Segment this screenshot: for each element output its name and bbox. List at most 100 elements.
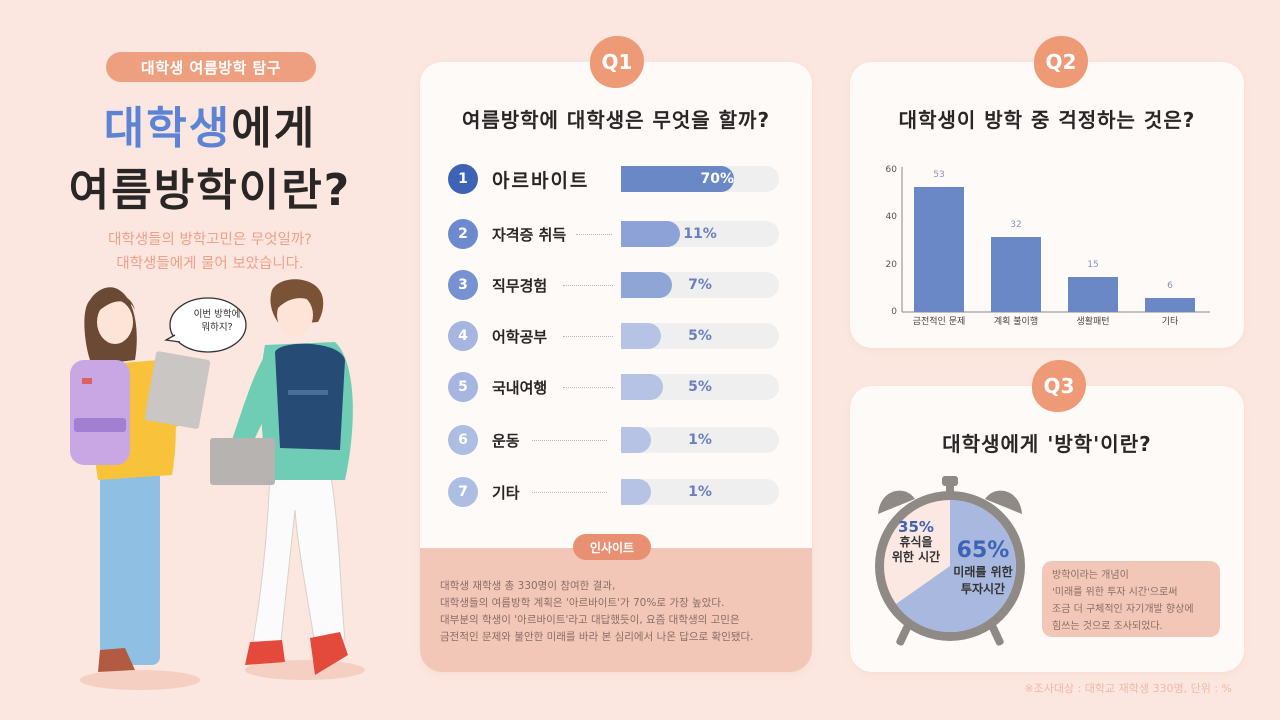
speech-line2: 뭐하지? (201, 322, 233, 333)
bar-other (1145, 298, 1195, 312)
future-line1: 미래를 위한 (953, 565, 1013, 579)
insight-line: 대학생들의 여름방학 계획은 '아르바이트'가 70%로 가장 높았다. (440, 597, 725, 609)
bar-fill (621, 427, 651, 453)
rank-label: 국내여행 (492, 379, 548, 397)
bar-value: 5% (688, 379, 712, 395)
q3-note: 방학이라는 개념이 '미래를 위한 투자 시간'으로써 조금 더 구체적인 자기… (1042, 561, 1220, 637)
page-title: 대학생에게 여름방학이란? (30, 98, 390, 222)
rank-label: 운동 (492, 432, 520, 450)
data-label: 32 (1010, 220, 1021, 230)
note-line: 방학이라는 개념이 (1052, 570, 1129, 581)
rank-row-6: 6 운동 1% (448, 425, 788, 455)
dotted-leader (532, 492, 607, 493)
bar-value: 7% (688, 277, 712, 293)
future-slice-label: 65% 미래를 위한 투자시간 (944, 538, 1022, 598)
rest-line1: 휴식을 (899, 535, 933, 549)
rank-row-2: 2 자격증 취득 11% (448, 219, 788, 249)
rank-label: 자격증 취득 (492, 226, 567, 244)
y-tick: 60 (886, 165, 898, 175)
pie-slice-future (896, 500, 1016, 632)
clock-bell-left (878, 490, 915, 514)
rank-label: 아르바이트 (492, 170, 590, 192)
bar-value: 11% (683, 226, 717, 242)
rank-badge: 5 (448, 372, 478, 402)
q1-card: 여름방학에 대학생은 무엇을 할까? 1 아르바이트 70% 2 자격증 취득 … (420, 62, 812, 672)
bar-fill (621, 221, 680, 247)
note-line: 힘쓰는 것으로 조사되었다. (1052, 621, 1163, 632)
title-highlight: 대학생 (103, 103, 232, 154)
future-line2: 투자시간 (960, 582, 1006, 596)
q1-badge: Q1 (590, 36, 644, 88)
x-label: 금전적인 문제 (913, 315, 966, 327)
bar-track: 1% (621, 427, 779, 453)
q2-card: 대학생이 방학 중 걱정하는 것은? 60 40 20 0 53 32 15 6… (850, 62, 1244, 348)
bar-fill (621, 374, 663, 400)
rank-row-7: 7 기타 1% (448, 477, 788, 507)
bar-track: 1% (621, 479, 779, 505)
bar-fill (621, 272, 672, 298)
q3-card: 대학생에게 '방학'이란? 35% 휴식을 위한 시간 65% 미래를 위한 투… (850, 386, 1244, 672)
bar-value: 5% (688, 328, 712, 344)
q3-title: 대학생에게 '방학'이란? (942, 432, 1152, 456)
rest-slice-label: 35% 휴식을 위한 시간 (886, 520, 946, 565)
alarm-clock-pie (875, 476, 1025, 646)
insight-line: 대학생 재학생 총 330명이 참여한 결과, (440, 580, 616, 592)
rank-badge: 7 (448, 477, 478, 507)
topic-tag: 대학생 여름방학 탐구 (106, 52, 316, 82)
rank-badge: 4 (448, 321, 478, 351)
data-label: 6 (1167, 281, 1173, 291)
bar-plan-failure (991, 237, 1041, 312)
boy-figure (210, 279, 353, 675)
worry-bar-chart: 60 40 20 0 53 32 15 6 금전적인 문제 계획 불이행 생활패… (886, 165, 1210, 327)
q3-badge: Q3 (1032, 360, 1086, 412)
bar-value: 1% (688, 432, 712, 448)
data-label: 53 (933, 170, 944, 180)
rank-row-3: 3 직무경험 7% (448, 270, 788, 300)
title-line1-rest: 에게 (231, 103, 317, 154)
speech-line1: 이번 방학에 (193, 309, 241, 320)
bar-track: 7% (621, 272, 779, 298)
subtitle-line1: 대학생들의 방학고민은 무엇일까? (108, 232, 312, 248)
bar-track: 5% (621, 323, 779, 349)
insight-panel: 인사이트 대학생 재학생 총 330명이 참여한 결과, 대학생들의 여름방학 … (420, 534, 812, 672)
note-line: '미래를 위한 투자 시간'으로써 (1052, 587, 1178, 598)
rank-badge: 1 (448, 164, 478, 194)
y-tick: 20 (886, 260, 898, 270)
future-pct: 65% (956, 538, 1010, 563)
subtitle-line2: 대학생들에게 물어 보았습니다. (116, 256, 304, 272)
page-subtitle: 대학생들의 방학고민은 무엇일까? 대학생들에게 물어 보았습니다. (30, 228, 390, 276)
rank-row-1: 1 아르바이트 70% (448, 164, 788, 194)
rank-label: 기타 (492, 484, 520, 502)
girl-figure (70, 287, 211, 672)
bar-fill (621, 323, 661, 349)
bar-track: 70% (621, 166, 779, 192)
rank-label: 어학공부 (492, 328, 548, 346)
dotted-leader (532, 440, 607, 441)
rank-row-5: 5 국내여행 5% (448, 372, 788, 402)
bar-track: 11% (621, 221, 779, 247)
note-line: 조금 더 구체적인 자기개발 향상에 (1052, 604, 1194, 615)
bar-fill (621, 479, 651, 505)
x-label: 생활패턴 (1076, 315, 1109, 327)
dotted-leader (576, 234, 612, 235)
bar-fill (621, 166, 734, 192)
bar-lifestyle (1068, 277, 1118, 312)
rank-badge: 3 (448, 270, 478, 300)
bar-value: 70% (700, 171, 734, 187)
y-tick: 0 (891, 307, 897, 317)
speech-bubble-text: 이번 방학에 뭐하지? (142, 308, 292, 334)
insight-line: 대부분의 학생이 '아르바이트'라고 대답했듯이, 요즘 대학생의 고민은 (440, 614, 740, 626)
dotted-leader (563, 285, 613, 286)
y-tick: 40 (886, 212, 898, 222)
q2-title: 대학생이 방학 중 걱정하는 것은? (898, 108, 1196, 132)
title-line2: 여름방학이란? (68, 165, 352, 216)
q1-title: 여름방학에 대학생은 무엇을 할까? (461, 108, 771, 132)
students-illustration (70, 279, 365, 690)
survey-footnote: ※조사대상 : 대학교 재학생 330명, 단위 : % (1024, 682, 1232, 695)
clock-bell-right (985, 490, 1022, 514)
bar-track: 5% (621, 374, 779, 400)
insight-text: 대학생 재학생 총 330명이 참여한 결과, 대학생들의 여름방학 계획은 '… (440, 578, 800, 646)
rank-row-4: 4 어학공부 5% (448, 321, 788, 351)
data-label: 15 (1087, 260, 1098, 270)
q2-badge: Q2 (1034, 36, 1088, 88)
